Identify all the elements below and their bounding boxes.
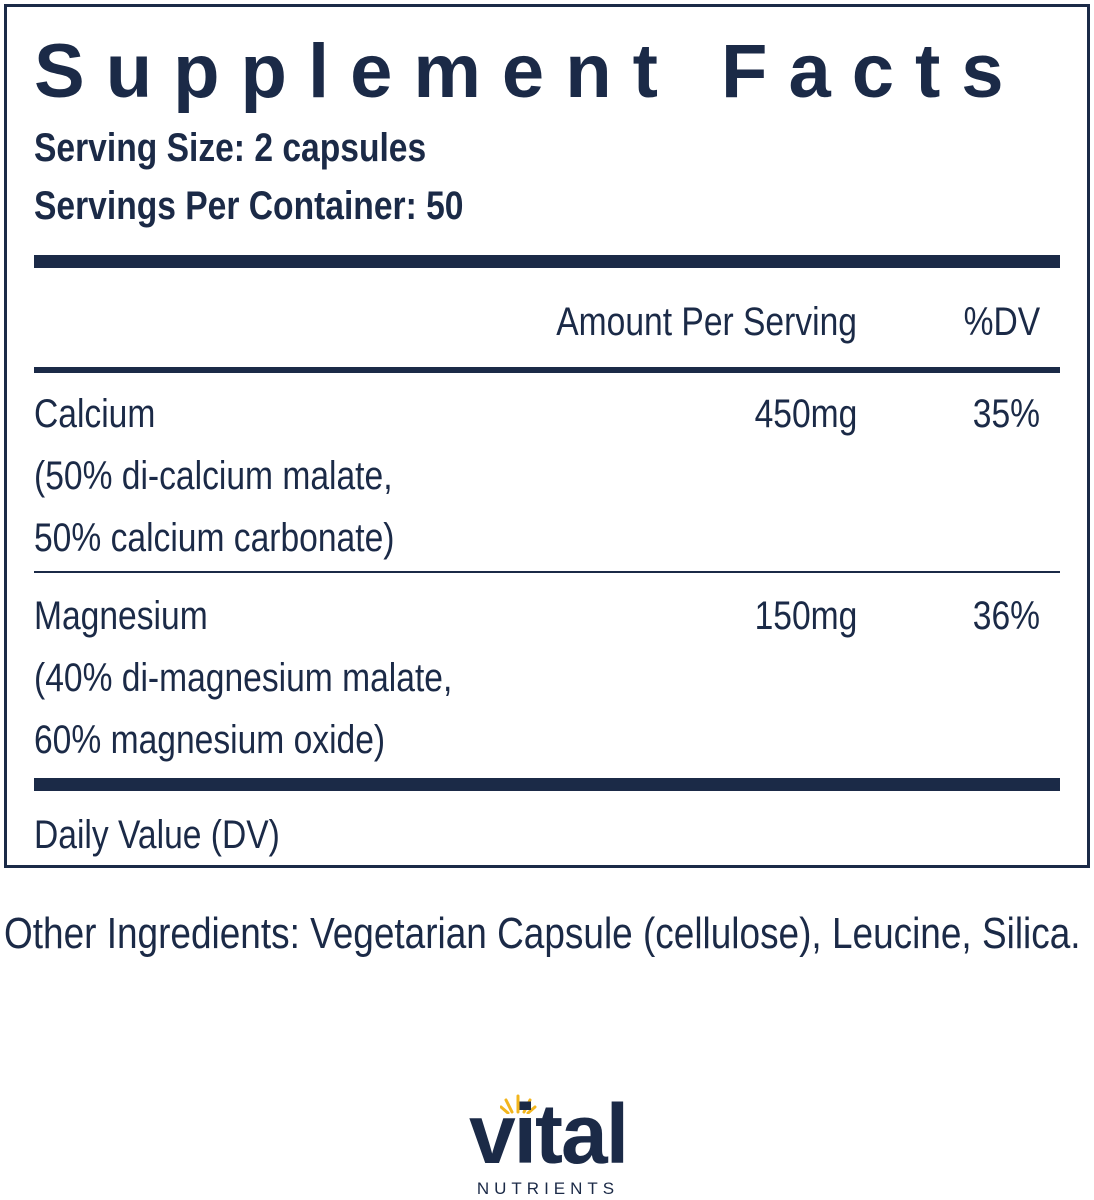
serving-size: Serving Size: 2 capsules: [34, 126, 427, 170]
servings-per-container: Servings Per Container: 50: [34, 184, 464, 228]
row-amount: 150mg: [754, 594, 857, 638]
amount-header: Amount Per Serving: [556, 300, 857, 344]
row-detail: (40% di-magnesium malate,: [34, 656, 453, 700]
thick-rule: [34, 778, 1060, 791]
logo-tagline: NUTRIENTS: [476, 1179, 620, 1198]
row-detail: 60% magnesium oxide): [34, 718, 386, 762]
logo-sun: [500, 1094, 537, 1114]
facts-panel: [4, 4, 1090, 868]
row-amount: 450mg: [754, 392, 857, 436]
panel-title: Supplement Facts: [34, 29, 1025, 114]
dv-header: %DV: [963, 300, 1040, 344]
row-detail: (50% di-calcium malate,: [34, 454, 393, 498]
medium-rule: [34, 367, 1060, 373]
thick-rule: [34, 255, 1060, 268]
row-label: Calcium: [34, 392, 156, 436]
thin-rule: [34, 571, 1060, 573]
row-dv: 36%: [972, 594, 1040, 638]
logo-name: vital: [468, 1087, 629, 1181]
other-ingredients: Other Ingredients: Vegetarian Capsule (c…: [4, 909, 1081, 958]
row-label: Magnesium: [34, 594, 208, 638]
row-dv: 35%: [972, 392, 1040, 436]
footnote: Daily Value (DV): [34, 813, 280, 857]
row-detail: 50% calcium carbonate): [34, 516, 395, 560]
